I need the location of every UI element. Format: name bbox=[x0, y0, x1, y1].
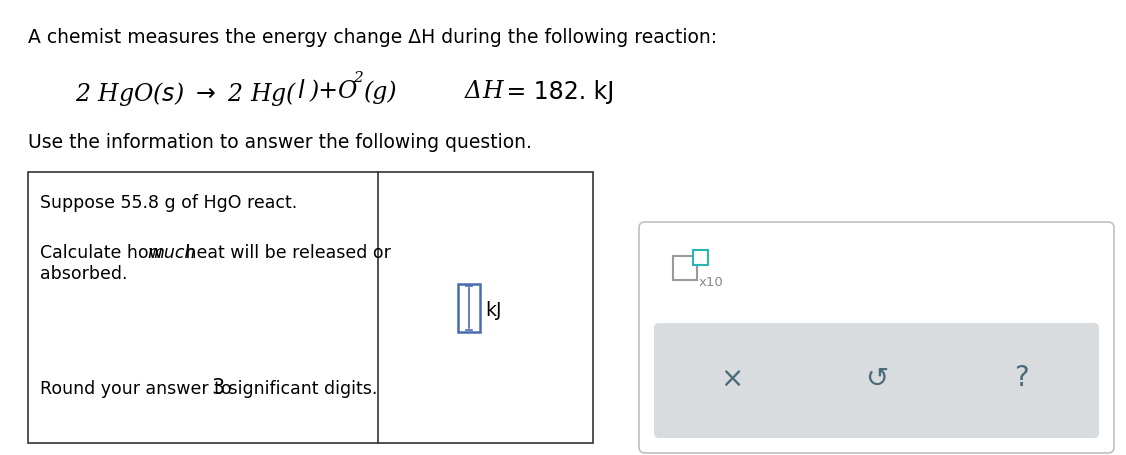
FancyBboxPatch shape bbox=[654, 323, 1099, 438]
Text: Calculate how: Calculate how bbox=[41, 244, 169, 262]
Text: H: H bbox=[482, 80, 502, 103]
Bar bbox=[692, 250, 708, 265]
Text: ×: × bbox=[720, 364, 743, 393]
Text: ?: ? bbox=[1015, 364, 1029, 393]
Text: (g): (g) bbox=[364, 80, 397, 104]
Text: $l$: $l$ bbox=[297, 80, 305, 103]
Text: ↺: ↺ bbox=[865, 364, 888, 393]
FancyBboxPatch shape bbox=[638, 222, 1114, 453]
Text: Δ: Δ bbox=[465, 80, 482, 103]
Text: = 182. kJ: = 182. kJ bbox=[499, 80, 615, 104]
Text: heat will be released or: heat will be released or bbox=[180, 244, 391, 262]
Text: A chemist measures the energy change ΔH during the following reaction:: A chemist measures the energy change ΔH … bbox=[28, 28, 717, 47]
Bar bbox=[28, 172, 593, 443]
Text: Suppose 55.8 g of HgO react.: Suppose 55.8 g of HgO react. bbox=[41, 194, 297, 212]
Text: x10: x10 bbox=[699, 276, 724, 289]
Text: 3: 3 bbox=[211, 378, 224, 398]
Bar bbox=[457, 283, 480, 332]
Bar bbox=[673, 256, 697, 280]
Text: absorbed.: absorbed. bbox=[41, 265, 127, 283]
Text: Use the information to answer the following question.: Use the information to answer the follow… bbox=[28, 133, 531, 152]
Text: )+O: )+O bbox=[309, 80, 357, 103]
Text: 2 HgO($s$) $\rightarrow$ 2 Hg(: 2 HgO($s$) $\rightarrow$ 2 Hg( bbox=[75, 80, 297, 108]
Text: significant digits.: significant digits. bbox=[223, 380, 377, 398]
Text: Round your answer to: Round your answer to bbox=[41, 380, 238, 398]
Text: 2: 2 bbox=[352, 71, 363, 85]
Text: much: much bbox=[148, 244, 196, 262]
Text: kJ: kJ bbox=[485, 300, 502, 319]
